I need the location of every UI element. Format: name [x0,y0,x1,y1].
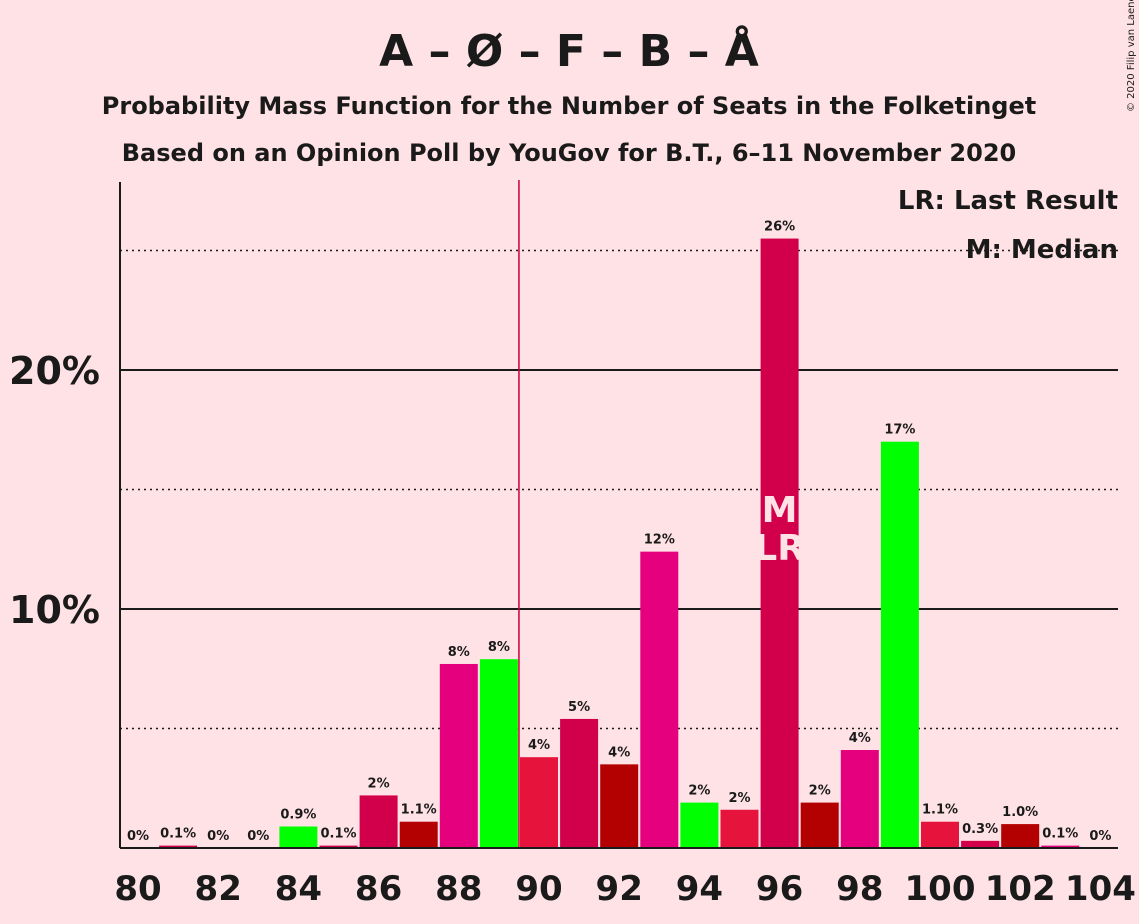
x-tick-label: 84 [275,869,322,909]
bar [921,821,959,848]
bar-value-label: 0% [207,829,229,844]
bar-value-label: 1.1% [922,803,958,818]
bar [600,764,639,848]
bar-value-label: 0% [247,829,269,844]
chart-subtitle-2: Based on an Opinion Poll by YouGov for B… [122,139,1016,167]
bar-value-label: 1.1% [401,803,437,818]
bar-value-label: 2% [728,791,750,806]
bar [880,441,919,848]
bar [159,845,198,848]
x-tick-label: 98 [836,869,883,909]
bar-value-label: 12% [644,533,675,548]
x-tick-label: 104 [1065,869,1136,909]
bar [680,802,719,848]
bar-value-label: 4% [849,731,871,746]
bar [720,809,759,848]
bar [560,718,599,848]
x-tick-label: 90 [515,869,562,909]
last-result-marker: LR [754,528,805,569]
bars [159,238,1080,849]
bar-value-label: 2% [368,776,390,791]
bar [479,659,518,848]
bar-value-label: 0.1% [160,827,196,842]
bar [439,663,478,848]
bar-value-label: 8% [448,645,470,660]
bar-value-label: 4% [608,745,630,760]
bar-value-label: 0.9% [280,807,316,822]
grid-lines [120,180,1118,848]
x-tick-label: 96 [756,869,803,909]
median-marker: M [762,490,798,531]
bar-value-label: 1.0% [1002,805,1038,820]
bar-labels: 0% 0.1% 0% 0% 0.9% 0.1% 2% 1.1% 8% 8% 4% 5% 4% 12% 2% 2… [127,220,1111,844]
x-axis: 80 82 84 86 88 90 92 94 96 98 100 102 104 [114,847,1136,909]
bar [760,238,799,849]
y-axis: 10% 20% [9,182,121,848]
bar [840,750,879,848]
bar [1001,824,1040,848]
bar-value-label: 0.3% [962,822,998,837]
x-tick-label: 94 [676,869,723,909]
x-tick-label: 88 [435,869,482,909]
bar-value-label: 4% [528,738,550,753]
bar-value-label: 0.1% [320,827,356,842]
chart-title: A – Ø – F – B – Å [379,24,759,77]
copyright-text: © 2020 Filip van Laenen [1126,0,1137,112]
bar-value-label: 0% [1089,829,1111,844]
bar [399,821,438,848]
legend-last-result: LR: Last Result [898,186,1118,216]
bar-value-label: 2% [809,784,831,799]
x-tick-label: 100 [905,869,976,909]
x-tick-label: 102 [985,869,1056,909]
bar [961,840,1000,848]
x-tick-label: 86 [355,869,402,909]
x-tick-label: 82 [195,869,242,909]
bar-value-label: 17% [884,423,915,438]
bar [1041,845,1080,848]
bar [640,551,679,848]
y-tick-label: 20% [9,349,100,393]
y-tick-label: 10% [9,588,100,632]
chart-subtitle: Probability Mass Function for the Number… [102,92,1036,120]
bar-value-label: 0% [127,829,149,844]
bar-value-label: 8% [488,640,510,655]
bar-value-label: 2% [688,784,710,799]
bar-value-label: 26% [764,220,795,235]
bar [520,757,558,848]
x-tick-label: 80 [114,869,161,909]
legend-median: M: Median [966,235,1118,265]
bar-value-label: 0.1% [1042,827,1078,842]
bar [279,826,318,848]
bar [800,802,839,848]
bar-value-label: 5% [568,700,590,715]
x-tick-label: 92 [596,869,643,909]
bar [319,845,358,848]
bar [359,795,398,848]
